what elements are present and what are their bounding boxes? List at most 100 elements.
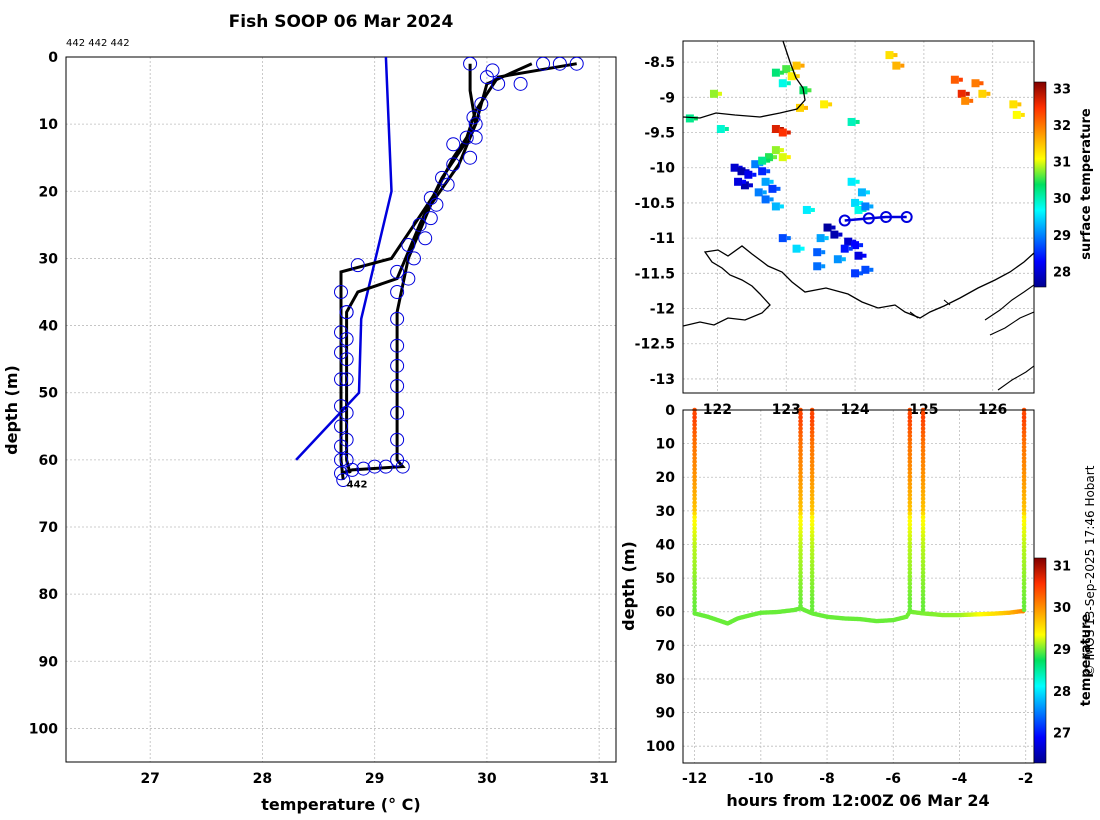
sst-pixel	[786, 81, 791, 86]
depth-time-cast-point	[920, 577, 926, 583]
map-y-ticks: -8.5 -9 -9.5 -10 -10.5 -11 -11.5 -12 -12.5 -13	[635, 55, 676, 388]
depth-time-cast-point	[798, 544, 803, 550]
depth-time-cast-point	[907, 500, 913, 505]
depth-time-cast-point	[692, 485, 697, 490]
depth-time-cast-point	[692, 559, 697, 564]
depth-time-cast-point	[907, 585, 913, 590]
surface-temperature-map: 122123124125126 -8.5-9-9.5-10-10.5-11-11…	[635, 40, 1094, 418]
depth-time-cast-point	[920, 596, 926, 601]
depth-time-cast-point	[907, 463, 913, 468]
sst-pixel	[957, 89, 966, 98]
depth-time-cast-point	[692, 511, 697, 516]
depth-time-cast-point	[920, 422, 926, 428]
ship-track-marker	[880, 211, 893, 223]
depth-time-cast-point	[1021, 603, 1027, 609]
profile-marker	[479, 70, 494, 85]
depth-time-cast-point	[692, 507, 697, 513]
depth-time-cast-point	[920, 585, 926, 590]
depth-time-cast-point	[798, 481, 803, 487]
depth-time-cast-point	[798, 415, 803, 420]
depth-time-y-tick-label: 30	[656, 504, 676, 520]
depth-time-cast-point	[1021, 418, 1027, 424]
profile-y-ticks: 0 10 20 30 40 50 60 70 80 90 100	[29, 50, 58, 737]
map-y-tick-label: -11	[650, 231, 675, 247]
depth-time-cast-point	[1021, 455, 1027, 461]
coastline-islands	[909, 284, 1034, 391]
depth-time-cast-point	[920, 518, 926, 524]
depth-time-cast-point	[1021, 533, 1027, 539]
depth-time-cast-point	[692, 603, 697, 609]
depth-time-cast-point	[907, 559, 913, 564]
depth-time-cast-point	[692, 437, 697, 442]
depth-time-cast-point	[1021, 514, 1027, 520]
coastline-timor	[683, 41, 806, 119]
sst-pixel	[854, 251, 863, 260]
profile-marker	[463, 150, 478, 165]
sst-pixel	[792, 61, 801, 70]
profile-x-tick-label: 30	[477, 771, 497, 787]
profile-plot: 27 28 29 30 31 0 10 20 30 40 50 60 70 80 90 100 442 te…	[2, 50, 617, 814]
depth-time-cast-point	[920, 429, 926, 435]
depth-time-cast-point	[692, 537, 697, 542]
profile-line-climatology	[295, 57, 393, 461]
depth-time-cast-point	[798, 563, 803, 568]
depth-time-cast-point	[907, 470, 913, 476]
depth-time-cast-point	[1021, 415, 1027, 420]
profile-line-profile-c	[340, 62, 533, 475]
sst-pixel	[961, 96, 970, 105]
depth-time-cast-point	[907, 477, 913, 483]
depth-time-cast-point	[920, 522, 926, 527]
sst-pixel	[754, 188, 763, 197]
map-y-tick-label: -12	[650, 302, 675, 318]
depth-time-cast-point	[907, 429, 913, 435]
depth-time-cast-point	[920, 570, 926, 576]
profile-marker	[440, 177, 455, 192]
sst-pixel	[802, 205, 811, 214]
sst-pixel	[778, 79, 787, 88]
profile-marker	[334, 372, 348, 387]
depth-time-cast-point	[692, 540, 697, 546]
sst-pixel	[771, 146, 780, 155]
depth-time-cast-point	[798, 533, 803, 539]
depth-time-cast-point	[907, 577, 913, 583]
profile-y-tick-label: 10	[39, 117, 59, 133]
depth-time-cast-point	[692, 503, 697, 509]
depth-time-cast-point	[920, 511, 926, 516]
profile-y-tick-label: 70	[39, 520, 59, 536]
depth-time-x-tick-label: -10	[748, 771, 774, 787]
depth-time-cast-point	[920, 415, 926, 420]
profile-x-tick-label: 29	[365, 771, 384, 787]
map-colorbar-tick-label: 30	[1053, 192, 1071, 207]
depth-time-cast-point	[920, 566, 926, 572]
depth-time-cast-point	[692, 444, 697, 450]
depth-time-cast-point	[907, 533, 913, 539]
depth-time-cast-point	[692, 433, 697, 439]
sst-pixel	[771, 125, 780, 133]
profile-marker	[446, 157, 461, 172]
depth-time-cast-point	[798, 444, 803, 450]
profile-marker	[536, 57, 551, 71]
depth-time-cast-point	[907, 514, 913, 520]
depth-time-cast-point	[692, 477, 697, 483]
profile-marker	[350, 258, 365, 273]
depth-time-cast-point	[907, 596, 913, 601]
depth-time-cast-point	[1021, 489, 1027, 494]
depth-time-cast-point	[1021, 537, 1027, 542]
depth-time-cast-point	[692, 596, 697, 601]
depth-time-cast-point	[920, 455, 926, 461]
depth-time-cast-point	[798, 433, 803, 439]
depth-time-cast-point	[1021, 452, 1027, 457]
depth-time-cast-point	[798, 596, 803, 601]
sst-pixel	[1012, 110, 1021, 119]
depth-time-cast-point	[798, 492, 803, 498]
coastline-australia	[683, 245, 1034, 327]
depth-time-cast-point	[809, 485, 815, 490]
depth-time-cast-point	[809, 551, 815, 557]
depth-time-cast-point	[907, 574, 913, 579]
profile-marker	[356, 461, 371, 476]
depth-time-cast-point	[798, 566, 803, 572]
sst-pixel	[892, 61, 901, 70]
profile-marker	[339, 332, 354, 346]
depth-time-cast-point	[920, 452, 926, 457]
